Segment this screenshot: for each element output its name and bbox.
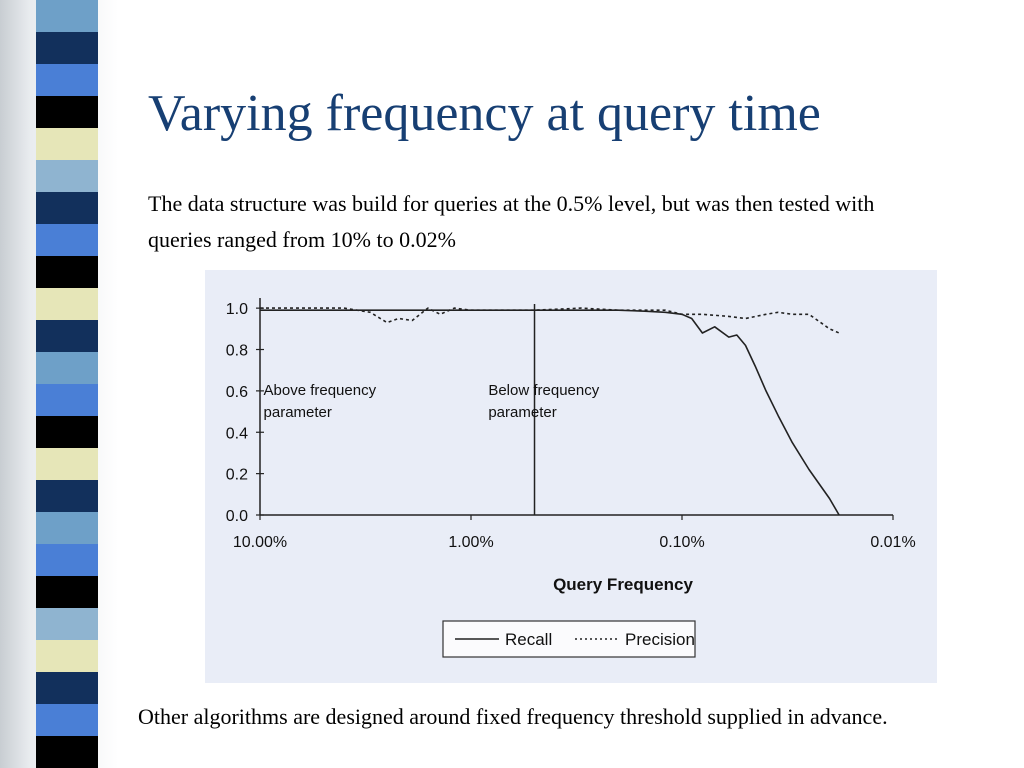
annotation-line: Below frequency bbox=[488, 382, 599, 399]
decorative-stripe bbox=[36, 128, 98, 160]
x-tick-label: 0.01% bbox=[870, 534, 915, 551]
decorative-stripe bbox=[36, 288, 98, 320]
chart-series bbox=[260, 307, 840, 516]
decorative-stripe bbox=[36, 608, 98, 640]
x-tick-label: 0.10% bbox=[659, 534, 704, 551]
x-tick-label: 10.00% bbox=[233, 534, 287, 551]
decorative-stripe bbox=[36, 96, 98, 128]
annotation-line: parameter bbox=[264, 404, 332, 421]
decorative-stripe bbox=[36, 0, 98, 32]
chart-axes bbox=[259, 298, 893, 516]
slide-title: Varying frequency at query time bbox=[148, 85, 821, 142]
decorative-stripe bbox=[36, 480, 98, 512]
decorative-stripe bbox=[36, 160, 98, 192]
decorative-stripe bbox=[36, 352, 98, 384]
decorative-stripe bbox=[36, 672, 98, 704]
decorative-stripe bbox=[36, 320, 98, 352]
intro-text: The data structure was build for queries… bbox=[148, 191, 875, 252]
decorative-stripe bbox=[36, 736, 98, 768]
annotation-line: parameter bbox=[488, 404, 556, 421]
decorative-stripe bbox=[36, 256, 98, 288]
decorative-stripe bbox=[36, 448, 98, 480]
y-tick-label: 0.0 bbox=[226, 508, 248, 525]
decorative-stripe bbox=[36, 192, 98, 224]
decorative-stripe bbox=[36, 512, 98, 544]
decorative-stripe bbox=[36, 576, 98, 608]
y-tick-label: 1.0 bbox=[226, 301, 248, 318]
chart-legend: Recall Precision bbox=[442, 620, 696, 658]
y-tick-label: 0.8 bbox=[226, 343, 248, 360]
chart-annotations: Above frequency parameter Below frequency p… bbox=[264, 382, 600, 421]
decorative-stripe bbox=[36, 544, 98, 576]
annotation-label: Above frequency parameter bbox=[264, 382, 377, 421]
decorative-stripe bbox=[36, 416, 98, 448]
decorative-stripe bbox=[36, 224, 98, 256]
recall-precision-chart: 1.0 0.8 0.6 0.4 0.2 0.0 10.00% 1.00% 0.10% 0.01%… bbox=[226, 298, 916, 658]
decorative-stripe bbox=[36, 704, 98, 736]
x-axis-ticks: 10.00% 1.00% 0.10% 0.01% bbox=[233, 515, 916, 551]
y-axis-ticks: 1.0 0.8 0.6 0.4 0.2 0.0 bbox=[226, 301, 264, 525]
decorative-stripe bbox=[36, 64, 98, 96]
y-tick-label: 0.6 bbox=[226, 384, 248, 401]
decorative-stripe bbox=[36, 384, 98, 416]
y-tick-label: 0.4 bbox=[226, 425, 248, 442]
series-line-precision bbox=[260, 307, 840, 334]
y-tick-label: 0.2 bbox=[226, 467, 248, 484]
chart-figure: 1.0 0.8 0.6 0.4 0.2 0.0 10.00% 1.00% 0.10% 0.01%… bbox=[205, 270, 937, 683]
stripe-column bbox=[36, 0, 98, 768]
decorative-stripe bbox=[36, 640, 98, 672]
annotation-line: Above frequency bbox=[264, 382, 377, 399]
legend-label-precision: Precision bbox=[625, 630, 695, 649]
decorative-sidebar bbox=[0, 0, 118, 768]
annotation-label: Below frequency parameter bbox=[488, 382, 599, 421]
footer-text: Other algorithms are designed around fix… bbox=[138, 704, 888, 729]
x-axis-label: Query Frequency bbox=[553, 575, 693, 594]
decorative-stripe bbox=[36, 32, 98, 64]
legend-label-recall: Recall bbox=[505, 630, 552, 649]
x-tick-label: 1.00% bbox=[448, 534, 493, 551]
